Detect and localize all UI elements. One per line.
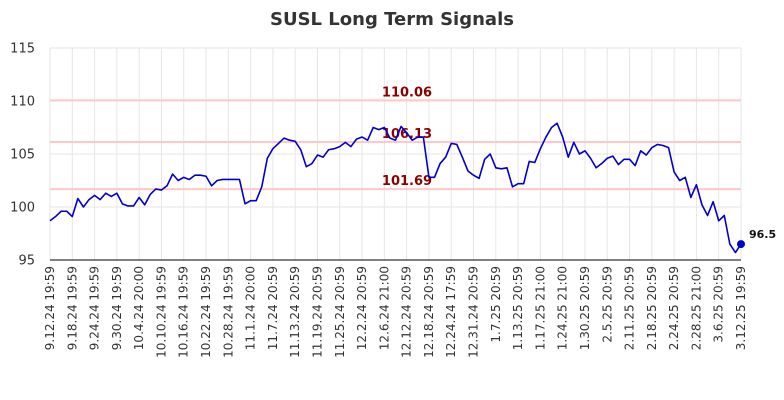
x-tick-label: 1.24.25 21:00 bbox=[556, 266, 570, 350]
x-tick-label: 11.13.24 20:59 bbox=[288, 266, 302, 358]
x-tick-label: 3.6.25 20:59 bbox=[712, 266, 726, 343]
series-line bbox=[49, 122, 742, 254]
x-tick-label: 10.22.24 19:59 bbox=[199, 266, 213, 358]
grid bbox=[49, 47, 742, 261]
x-tick-label: 12.31.24 20:59 bbox=[467, 266, 481, 358]
x-tick-label: 2.11.25 20:59 bbox=[623, 266, 637, 350]
x-tick-label: 1.7.25 20:59 bbox=[489, 266, 503, 343]
x-tick-label: 11.25.24 20:59 bbox=[333, 266, 347, 358]
x-tick-label: 11.1.24 20:00 bbox=[244, 266, 258, 350]
last-point-label: 96.5 bbox=[749, 228, 776, 241]
x-tick-label: 1.13.25 20:59 bbox=[511, 266, 525, 350]
x-tick-label: 12.6.24 21:00 bbox=[377, 266, 391, 350]
x-tick-label: 12.2.24 20:59 bbox=[355, 266, 369, 350]
x-tick-label: 3.12.25 19:59 bbox=[734, 266, 748, 350]
last-point-marker bbox=[737, 240, 745, 249]
y-tick-label: 115 bbox=[10, 42, 35, 57]
y-tick-label: 110 bbox=[10, 95, 35, 110]
chart-title: SUSL Long Term Signals bbox=[270, 9, 514, 30]
x-tick-label: 11.19.24 20:59 bbox=[310, 266, 324, 358]
x-tick-label: 10.16.24 19:59 bbox=[177, 266, 191, 358]
x-tick-label: 9.18.24 19:59 bbox=[65, 266, 79, 350]
x-tick-label: 2.18.25 20:59 bbox=[645, 266, 659, 350]
x-tick-label: 12.24.24 17:59 bbox=[444, 266, 458, 358]
y-tick-label: 95 bbox=[18, 254, 35, 269]
x-tick-label: 9.12.24 19:59 bbox=[43, 266, 57, 350]
x-tick-label: 1.17.25 21:00 bbox=[533, 266, 547, 350]
x-tick-label: 10.28.24 19:59 bbox=[221, 266, 235, 358]
axes: 95 100 105 110 115 9.12.24 19:59 9.18.24 19:59… bbox=[10, 42, 748, 358]
x-tick-label: 9.24.24 19:59 bbox=[88, 266, 102, 350]
x-tick-label: 9.30.24 19:59 bbox=[110, 266, 124, 350]
y-tick-label: 105 bbox=[10, 148, 35, 163]
reference-label: 110.06 bbox=[382, 85, 432, 100]
x-tick-label: 10.10.24 19:59 bbox=[154, 266, 168, 358]
x-tick-label: 1.30.25 20:59 bbox=[578, 266, 592, 350]
reference-label: 101.69 bbox=[382, 174, 432, 189]
x-tick-label: 10.4.24 20:00 bbox=[132, 266, 146, 350]
x-tick-label: 11.7.24 20:59 bbox=[266, 266, 280, 350]
x-tick-label: 2.5.25 20:59 bbox=[600, 266, 614, 343]
x-tick-label: 12.12.24 20:59 bbox=[400, 266, 414, 358]
x-tick-label: 2.28.25 21:00 bbox=[689, 266, 703, 350]
y-tick-label: 100 bbox=[10, 201, 35, 216]
x-tick-label: 12.18.24 20:59 bbox=[422, 266, 436, 358]
series-layer: 96.5 bbox=[49, 122, 776, 254]
x-tick-label: 2.24.25 20:59 bbox=[667, 266, 681, 350]
